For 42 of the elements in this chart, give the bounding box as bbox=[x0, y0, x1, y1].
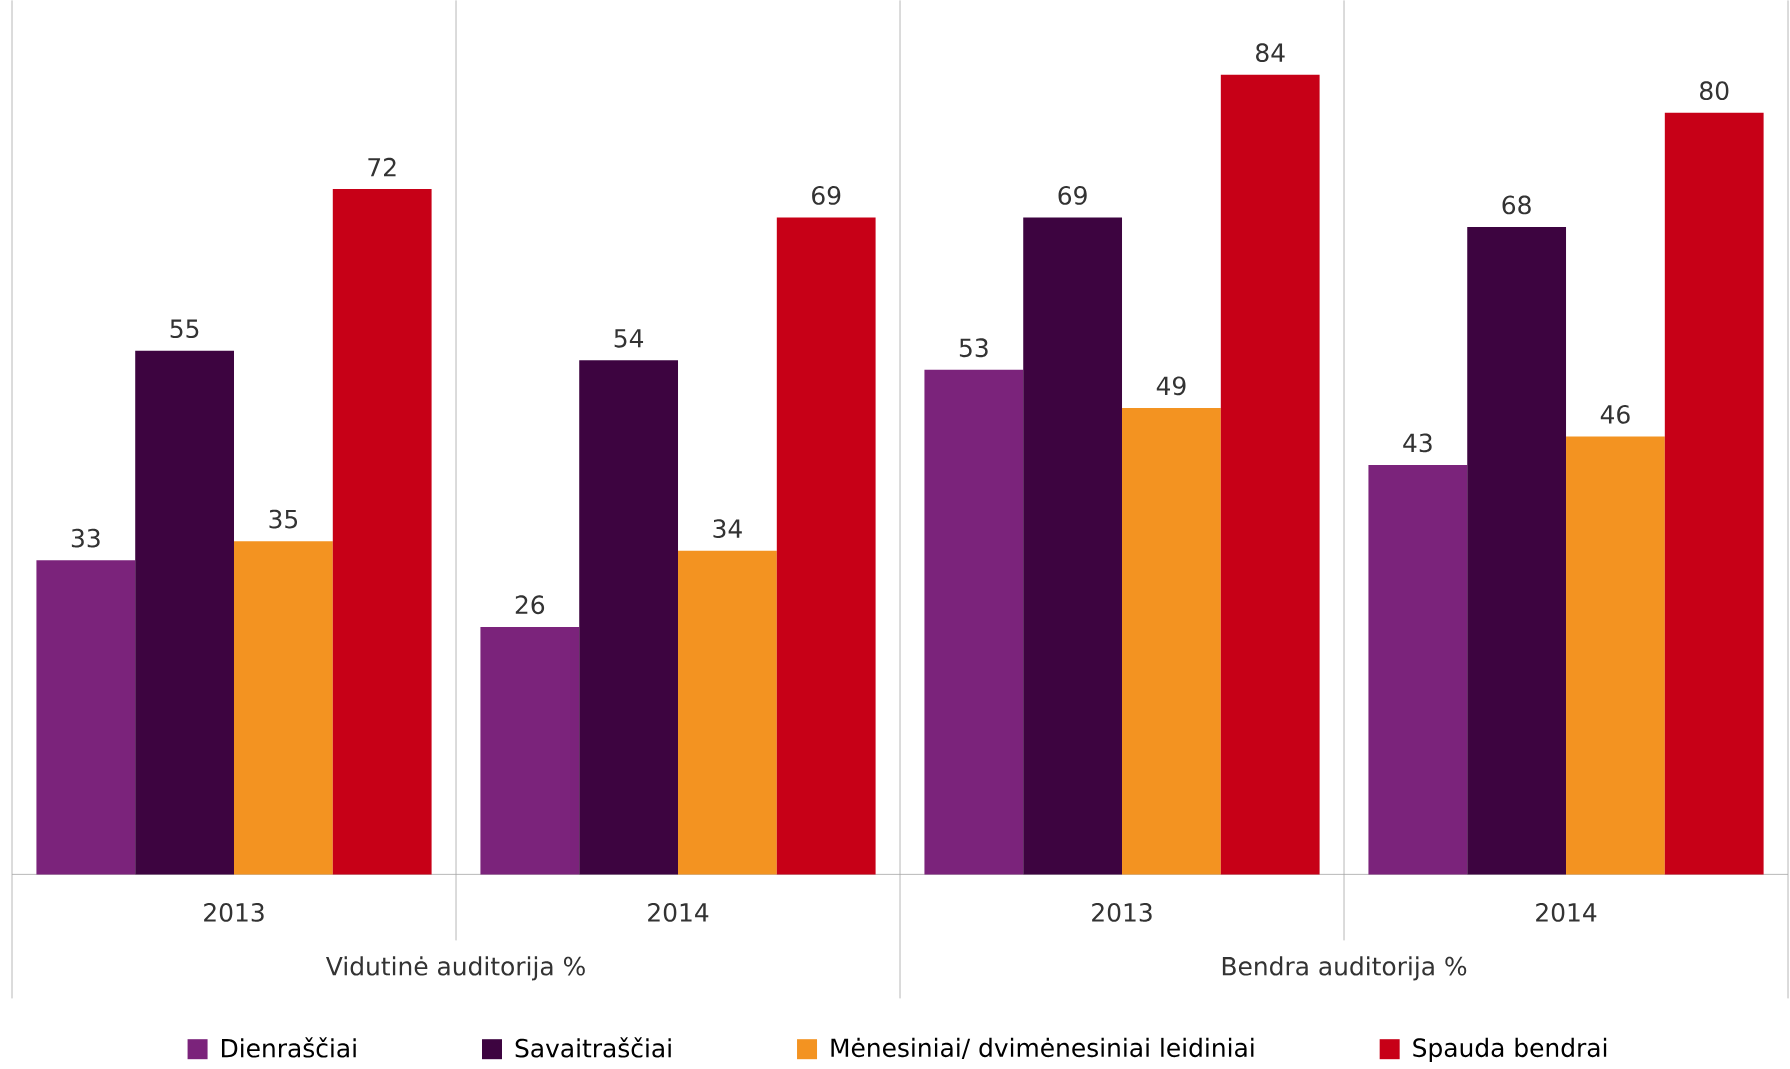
data-label: 69 bbox=[1058, 185, 1087, 205]
data-label: 68 bbox=[1502, 195, 1531, 215]
bar bbox=[1566, 436, 1665, 875]
bar bbox=[1664, 112, 1764, 875]
bar bbox=[1368, 465, 1468, 875]
data-label: 26 bbox=[515, 595, 545, 615]
bar bbox=[234, 541, 333, 875]
x-tick-label: 2014 bbox=[1536, 902, 1597, 922]
data-label: 43 bbox=[1403, 433, 1432, 453]
legend-label: Mėnesiniai/ dvimėnesiniai leidiniai bbox=[831, 1037, 1254, 1060]
legend-label: Spauda bendrai bbox=[1413, 1037, 1607, 1062]
bar bbox=[579, 360, 679, 875]
data-label: 69 bbox=[812, 185, 841, 205]
data-label: 49 bbox=[1156, 376, 1186, 396]
x-tick-label: 2014 bbox=[648, 902, 709, 922]
text: Vidutinė auditorija % bbox=[325, 956, 585, 981]
legend-label: Savaitraščiai bbox=[515, 1037, 671, 1058]
bar bbox=[924, 369, 1024, 875]
bar bbox=[1023, 217, 1123, 875]
text: Bendra auditorija % bbox=[1222, 956, 1467, 981]
bar bbox=[332, 188, 432, 875]
legend-label: Dienraščiai bbox=[221, 1037, 356, 1058]
bar bbox=[135, 350, 235, 875]
data-label: 54 bbox=[614, 329, 644, 348]
x-tick-label: 2013 bbox=[1092, 902, 1152, 922]
data-label: 35 bbox=[269, 509, 298, 529]
bar bbox=[1122, 407, 1221, 875]
x-tick-label: 2013 bbox=[204, 902, 264, 922]
data-label: 34 bbox=[713, 519, 742, 539]
bar bbox=[36, 560, 136, 875]
data-label: 33 bbox=[71, 528, 100, 548]
data-label: 80 bbox=[1700, 81, 1729, 101]
data-label: 53 bbox=[959, 338, 988, 358]
bar bbox=[480, 626, 580, 875]
bar bbox=[1467, 227, 1567, 875]
bar bbox=[1220, 74, 1320, 875]
bar bbox=[776, 217, 876, 875]
bar bbox=[678, 550, 777, 875]
data-label: 84 bbox=[1256, 43, 1285, 63]
data-label: 55 bbox=[170, 319, 199, 339]
data-label: 72 bbox=[368, 157, 396, 177]
data-label: 46 bbox=[1600, 404, 1630, 424]
